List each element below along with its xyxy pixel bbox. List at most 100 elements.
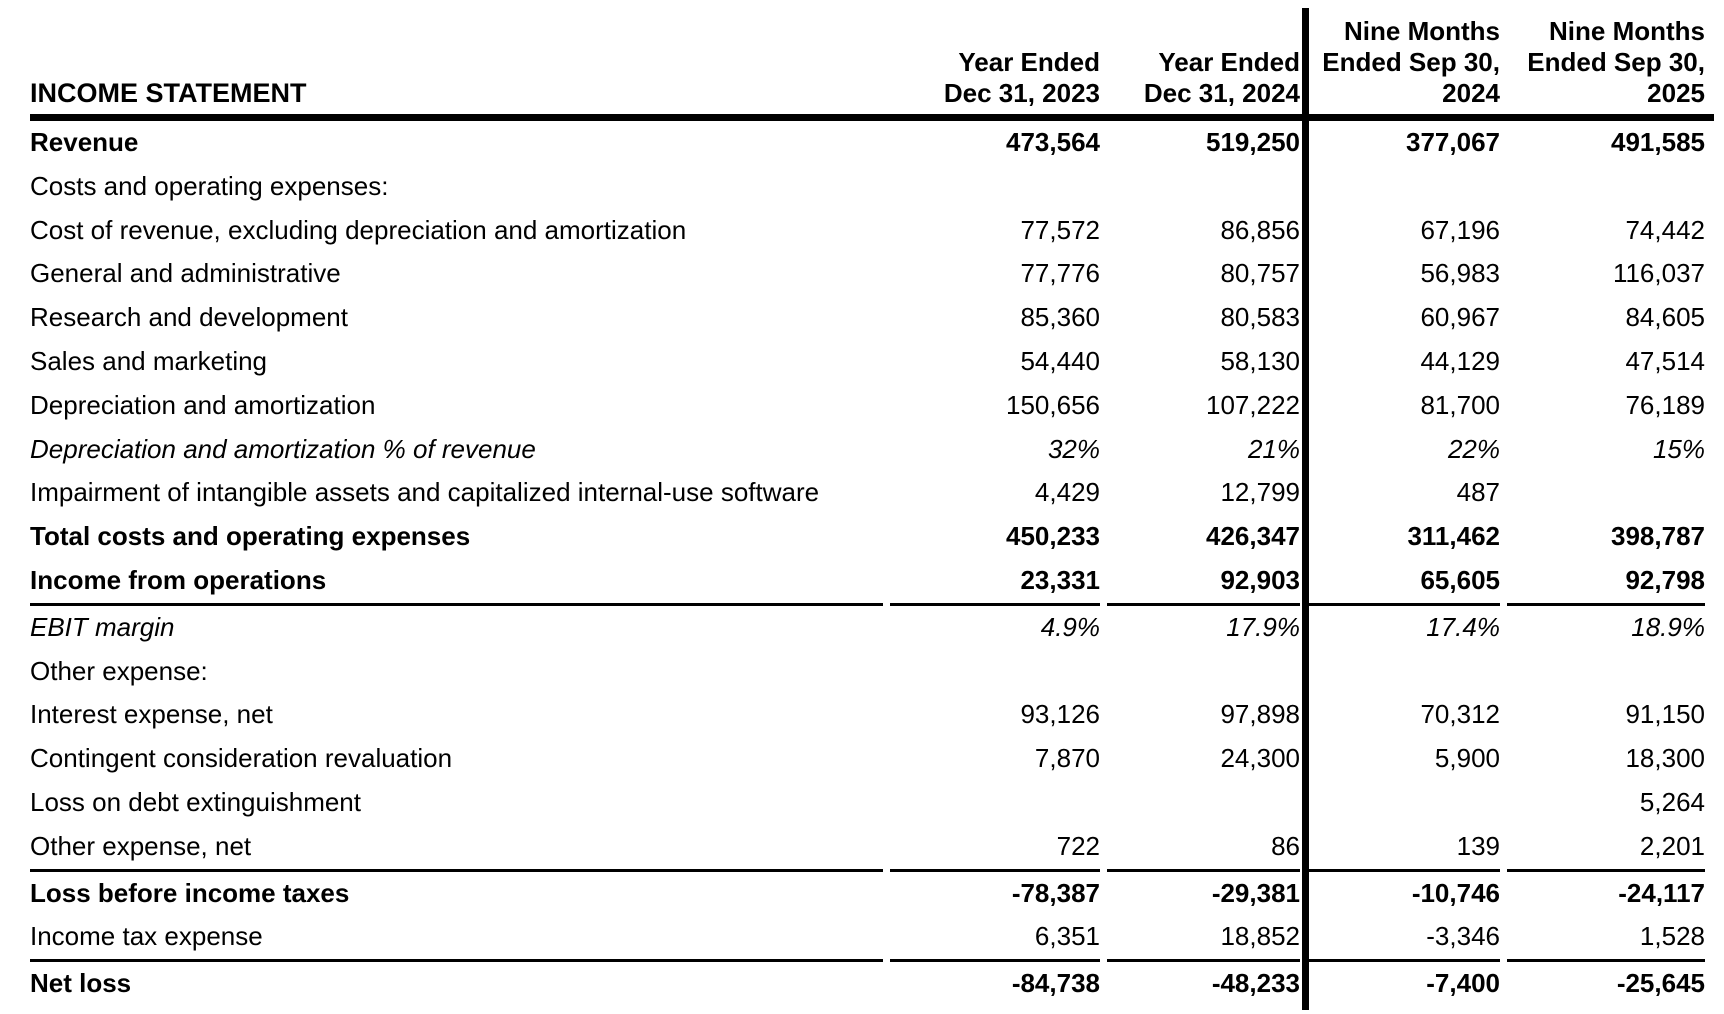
- cell-value: 487: [1456, 477, 1500, 508]
- row-label: Costs and operating expenses:: [30, 170, 389, 201]
- cell-value: 12,799: [1220, 477, 1300, 508]
- cell-value: 18,852: [1107, 915, 1300, 963]
- table-row: EBIT margin 4.9% 17.9% 17.4% 18.9%: [30, 606, 1705, 650]
- cell-value: 519,250: [1206, 127, 1300, 157]
- cell-value: 18.9%: [1631, 611, 1705, 642]
- table-row: Depreciation and amortization % of reven…: [30, 428, 1705, 472]
- cell-value: 426,347: [1206, 521, 1300, 552]
- cell-value: 81,700: [1420, 389, 1500, 420]
- cell-value: 85,360: [1020, 302, 1100, 333]
- cell-value: 116,037: [1612, 258, 1705, 289]
- cell-value: 6,351: [890, 915, 1100, 963]
- row-label: Loss on debt extinguishment: [30, 786, 361, 817]
- cell-value: 86,856: [1220, 214, 1300, 245]
- row-label: Contingent consideration revaluation: [30, 743, 453, 774]
- period-divider-line: [1302, 8, 1309, 1010]
- cell-value: 32%: [1047, 433, 1100, 464]
- cell-value: 91,150: [1625, 699, 1705, 730]
- cell-value: 24,300: [1220, 743, 1300, 774]
- cell-value: 86: [1107, 825, 1300, 872]
- cell-value: -25,645: [1616, 968, 1705, 999]
- cell-value: 22%: [1447, 433, 1500, 464]
- table-row: Other expense:: [30, 650, 1705, 694]
- cell-value: 2,201: [1507, 825, 1705, 872]
- cell-value: 97,898: [1220, 699, 1300, 730]
- cell-value: -3,346: [1307, 915, 1500, 963]
- table-title: INCOME STATEMENT: [30, 78, 307, 108]
- row-label: Total costs and operating expenses: [30, 521, 471, 552]
- cell-value: 67,196: [1420, 214, 1500, 245]
- header-row: INCOME STATEMENT Year Ended Dec 31, 2023…: [30, 0, 1705, 121]
- cell-value: 311,462: [1407, 521, 1500, 552]
- income-statement-table: INCOME STATEMENT Year Ended Dec 31, 2023…: [23, 0, 1712, 1006]
- row-label: Loss before income taxes: [30, 877, 350, 908]
- cell-value: 84,605: [1625, 302, 1705, 333]
- cell-value: 56,983: [1420, 258, 1500, 289]
- table-row: Cost of revenue, excluding depreciation …: [30, 209, 1705, 253]
- cell-value: [1507, 471, 1705, 515]
- cell-value: 5,900: [1434, 743, 1500, 774]
- cell-value: -24,117: [1618, 877, 1705, 908]
- cell-value: [1507, 650, 1705, 694]
- cell-value: -48,233: [1211, 968, 1300, 999]
- row-label: EBIT margin: [30, 611, 175, 642]
- cell-value: 80,757: [1220, 258, 1300, 289]
- column-header-9m-2025: Nine Months Ended Sep 30, 2025: [1527, 16, 1705, 108]
- cell-value: 7,870: [1034, 743, 1100, 774]
- cell-value: 60,967: [1420, 302, 1500, 333]
- row-label: Interest expense, net: [30, 699, 273, 730]
- cell-value: 150,656: [1006, 389, 1100, 420]
- cell-value: [1307, 165, 1500, 209]
- cell-value: 70,312: [1420, 699, 1500, 730]
- row-label: Net loss: [30, 968, 132, 999]
- cell-value: 450,233: [1006, 521, 1100, 552]
- table-row: Total costs and operating expenses 450,23…: [30, 515, 1705, 559]
- row-label: Impairment of intangible assets and capi…: [30, 477, 820, 508]
- cell-value: 5,264: [1639, 786, 1705, 817]
- column-header-9m-2024: Nine Months Ended Sep 30, 2024: [1322, 16, 1500, 108]
- cell-value: 15%: [1652, 433, 1705, 464]
- row-label: Sales and marketing: [30, 345, 268, 376]
- cell-value: -78,387: [1011, 877, 1100, 908]
- cell-value: 93,126: [1020, 699, 1100, 730]
- cell-value: 398,787: [1611, 521, 1705, 552]
- row-label: Depreciation and amortization % of reven…: [30, 433, 536, 464]
- cell-value: 4,429: [1034, 477, 1100, 508]
- cell-value: 21%: [1247, 433, 1300, 464]
- cell-value: 58,130: [1220, 345, 1300, 376]
- cell-value: -10,746: [1411, 877, 1500, 908]
- cell-value: [1307, 650, 1500, 694]
- cell-value: [1107, 781, 1300, 825]
- cell-value: 377,067: [1406, 127, 1500, 157]
- cell-value: 139: [1307, 825, 1500, 872]
- cell-value: 23,331: [890, 559, 1100, 606]
- cell-value: [890, 165, 1100, 209]
- cell-value: 77,776: [1020, 258, 1100, 289]
- table-row: General and administrative 77,776 80,757 56…: [30, 252, 1705, 296]
- row-label: Other expense, net: [30, 825, 883, 872]
- table-row: Net loss -84,738 -48,233 -7,400 -25,645: [30, 962, 1705, 1006]
- cell-value: 65,605: [1307, 559, 1500, 606]
- cell-value: 1,528: [1507, 915, 1705, 963]
- cell-value: -29,381: [1211, 877, 1300, 908]
- row-label: General and administrative: [30, 258, 341, 289]
- cell-value: 74,442: [1625, 214, 1705, 245]
- cell-value: 17.9%: [1226, 611, 1300, 642]
- row-label: Cost of revenue, excluding depreciation …: [30, 214, 687, 245]
- table-row: Income tax expense 6,351 18,852 -3,346 1,528: [30, 915, 1705, 963]
- cell-value: 92,903: [1107, 559, 1300, 606]
- table-row: Sales and marketing 54,440 58,130 44,129 47,…: [30, 340, 1705, 384]
- cell-value: [890, 781, 1100, 825]
- table-row: Income from operations 23,331 92,903 65,605…: [30, 559, 1705, 606]
- cell-value: 17.4%: [1426, 611, 1500, 642]
- cell-value: -7,400: [1426, 968, 1500, 999]
- cell-value: 80,583: [1220, 302, 1300, 333]
- header-rule: [30, 114, 1714, 121]
- table-row: Loss on debt extinguishment 5,264: [30, 781, 1705, 825]
- table-row: Interest expense, net 93,126 97,898 70,312 9…: [30, 693, 1705, 737]
- cell-value: 44,129: [1420, 345, 1500, 376]
- cell-value: 54,440: [1020, 345, 1100, 376]
- table-row: Revenue 473,564 519,250 377,067 491,585: [30, 121, 1705, 165]
- cell-value: 77,572: [1020, 214, 1100, 245]
- table-row: Other expense, net 722 86 139 2,201: [30, 825, 1705, 872]
